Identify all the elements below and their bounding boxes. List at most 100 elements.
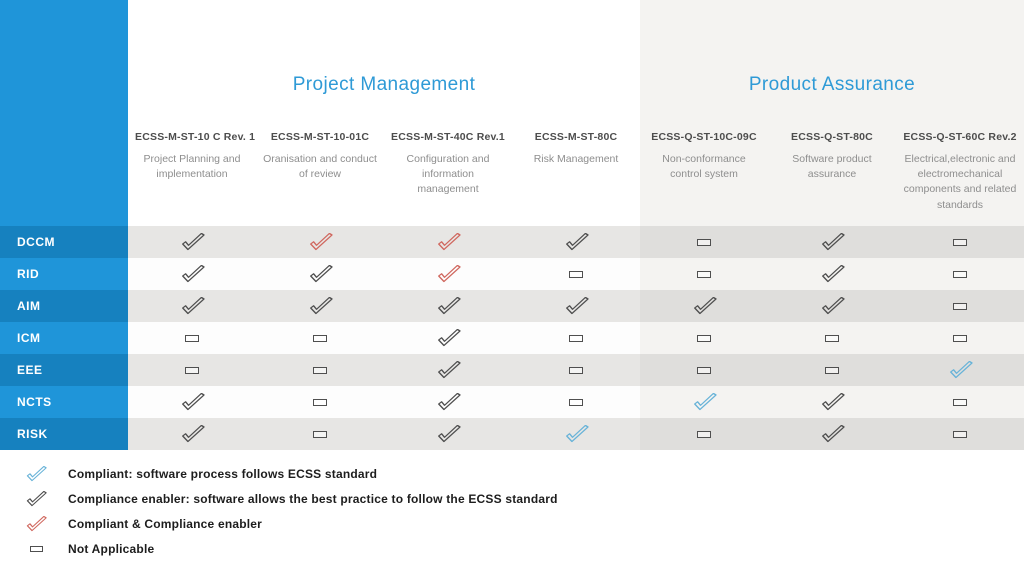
legend-item: Compliant: software process follows ECSS…	[22, 466, 558, 482]
cell-eee-col7	[896, 354, 1024, 386]
cell-eee-col6	[768, 354, 896, 386]
legend-icon	[22, 491, 50, 507]
cell-aim-col4	[512, 290, 640, 322]
compliance-enabler-check-icon	[309, 297, 333, 315]
row-label: RID	[0, 258, 128, 290]
cell-aim-col2	[256, 290, 384, 322]
compliance-enabler-check-icon	[181, 233, 205, 251]
cell-icm-col2	[256, 322, 384, 354]
cell-aim-col5	[640, 290, 768, 322]
compliant-and-enabler-check-icon	[26, 516, 47, 532]
not-applicable-dash-icon	[697, 270, 711, 278]
not-applicable-dash-icon	[953, 334, 967, 342]
cell-aim-col6	[768, 290, 896, 322]
cell-risk-col5	[640, 418, 768, 450]
row-label: ICM	[0, 322, 128, 354]
compliance-enabler-check-icon	[437, 425, 461, 443]
column-description: Electrical,electronic and electromechani…	[903, 153, 1017, 211]
not-applicable-dash-icon	[953, 270, 967, 278]
compliance-enabler-check-icon	[437, 361, 461, 379]
row-label: RISK	[0, 418, 128, 450]
not-applicable-dash-icon	[825, 366, 839, 374]
column-code: ECSS-M-ST-40C Rev.1	[391, 131, 505, 143]
compliant-check-icon	[949, 361, 973, 379]
column-code: ECSS-M-ST-10 C Rev. 1	[135, 131, 256, 143]
legend-label: Compliant & Compliance enabler	[68, 517, 263, 531]
cell-ncts-col1	[128, 386, 256, 418]
cell-rid-col5	[640, 258, 768, 290]
cell-ncts-col6	[768, 386, 896, 418]
cell-eee-col3	[384, 354, 512, 386]
cell-icm-col5	[640, 322, 768, 354]
compliance-enabler-check-icon	[309, 265, 333, 283]
column-description: Non-conformance control system	[662, 153, 746, 181]
cell-ncts-col3	[384, 386, 512, 418]
cell-eee-col2	[256, 354, 384, 386]
cell-eee-col1	[128, 354, 256, 386]
cell-icm-col1	[128, 322, 256, 354]
not-applicable-dash-icon	[953, 398, 967, 406]
cell-ncts-col4	[512, 386, 640, 418]
compliance-enabler-check-icon	[821, 265, 845, 283]
compliance-enabler-check-icon	[181, 297, 205, 315]
column-code: ECSS-Q-ST-80C	[791, 131, 873, 143]
cell-risk-col4	[512, 418, 640, 450]
cell-rid-col7	[896, 258, 1024, 290]
cell-icm-col3	[384, 322, 512, 354]
row-label: DCCM	[0, 226, 128, 258]
not-applicable-dash-icon	[697, 366, 711, 374]
legend-icon	[22, 466, 50, 482]
table-row-ncts: NCTS	[0, 386, 1024, 418]
legend-icon	[22, 546, 50, 552]
compliant-check-icon	[565, 425, 589, 443]
cell-dccm-col2	[256, 226, 384, 258]
compliance-enabler-check-icon	[181, 425, 205, 443]
legend-label: Not Applicable	[68, 542, 155, 556]
not-applicable-dash-icon	[569, 398, 583, 406]
not-applicable-dash-icon	[569, 366, 583, 374]
cell-rid-col1	[128, 258, 256, 290]
compliance-enabler-check-icon	[821, 425, 845, 443]
not-applicable-dash-icon	[569, 270, 583, 278]
cell-dccm-col6	[768, 226, 896, 258]
cell-risk-col1	[128, 418, 256, 450]
compliance-enabler-check-icon	[693, 297, 717, 315]
cell-rid-col6	[768, 258, 896, 290]
cell-rid-col2	[256, 258, 384, 290]
section-title-project-management: Project Management	[292, 74, 476, 95]
column-code: ECSS-M-ST-10-01C	[270, 131, 370, 143]
legend-label: Compliance enabler: software allows the …	[68, 492, 558, 506]
not-applicable-dash-icon	[697, 238, 711, 246]
cell-aim-col1	[128, 290, 256, 322]
cell-aim-col3	[384, 290, 512, 322]
compliant-and-enabler-check-icon	[437, 265, 461, 283]
not-applicable-dash-icon	[953, 238, 967, 246]
not-applicable-dash-icon	[953, 302, 967, 310]
column-description: Software product assurance	[792, 153, 872, 181]
cell-icm-col7	[896, 322, 1024, 354]
cell-icm-col4	[512, 322, 640, 354]
not-applicable-dash-icon	[697, 430, 711, 438]
cell-rid-col3	[384, 258, 512, 290]
row-label: AIM	[0, 290, 128, 322]
section-title-product-assurance: Product Assurance	[748, 74, 916, 95]
column-description: Configuration and information management	[406, 153, 490, 196]
table-row-dccm: DCCM	[0, 226, 1024, 258]
cell-eee-col5	[640, 354, 768, 386]
not-applicable-dash-icon	[953, 430, 967, 438]
column-description: Project Planning and implementation	[143, 153, 241, 181]
legend-item: Not Applicable	[22, 541, 558, 557]
compliance-enabler-check-icon	[437, 297, 461, 315]
column-code: ECSS-Q-ST-10C-09C	[651, 131, 757, 143]
cell-icm-col6	[768, 322, 896, 354]
cell-risk-col7	[896, 418, 1024, 450]
cell-ncts-col7	[896, 386, 1024, 418]
column-description: Risk Management	[533, 153, 619, 165]
not-applicable-dash-icon	[569, 334, 583, 342]
table-row-icm: ICM	[0, 322, 1024, 354]
cell-dccm-col7	[896, 226, 1024, 258]
column-code: ECSS-Q-ST-60C Rev.2	[903, 131, 1017, 143]
compliant-check-icon	[693, 393, 717, 411]
cell-dccm-col1	[128, 226, 256, 258]
not-applicable-dash-icon	[313, 430, 327, 438]
